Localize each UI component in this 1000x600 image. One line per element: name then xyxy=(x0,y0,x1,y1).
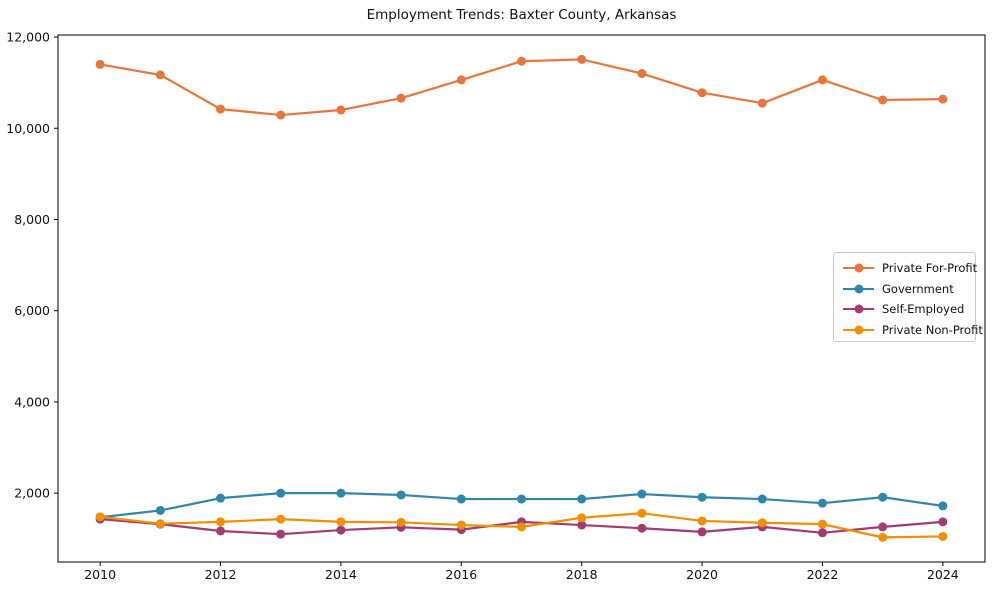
data-point-marker xyxy=(697,88,707,98)
data-point-marker xyxy=(697,492,707,502)
data-point-marker xyxy=(456,494,466,504)
data-point-marker xyxy=(155,519,165,529)
data-point-marker xyxy=(757,494,767,504)
data-point-marker xyxy=(95,512,105,522)
data-point-marker xyxy=(697,527,707,537)
data-point-marker xyxy=(878,532,888,542)
data-point-marker xyxy=(336,488,346,498)
legend: Private For-Profit Government Self-Employe… xyxy=(833,252,983,342)
data-point-marker xyxy=(456,520,466,530)
data-point-marker xyxy=(456,75,466,85)
legend-item: Self-Employed xyxy=(843,299,975,320)
y-tick-label: 12,000 xyxy=(6,30,50,45)
data-point-marker xyxy=(577,54,587,64)
data-point-marker xyxy=(938,501,948,511)
data-point-marker xyxy=(817,498,827,508)
x-tick-label: 2022 xyxy=(807,567,839,582)
data-point-marker xyxy=(577,520,587,530)
data-point-marker xyxy=(817,519,827,529)
data-point-marker xyxy=(517,56,526,66)
data-point-marker xyxy=(938,94,948,104)
data-point-marker xyxy=(637,523,647,533)
data-point-marker xyxy=(577,513,587,523)
chart-title: Employment Trends: Baxter County, Arkans… xyxy=(366,7,677,23)
legend-item-label: Government xyxy=(882,281,954,296)
y-tick-label: 4,000 xyxy=(14,394,50,409)
x-tick-label: 2012 xyxy=(205,567,237,582)
series-line-private-for-profit xyxy=(99,58,944,117)
data-point-marker xyxy=(517,522,526,532)
legend-item: Private For-Profit xyxy=(843,258,978,279)
data-point-marker xyxy=(817,528,827,538)
x-tick-label: 2014 xyxy=(325,567,357,582)
y-tick-label: 8,000 xyxy=(14,212,50,227)
x-tick-label: 2016 xyxy=(445,567,477,582)
y-tick-label: 6,000 xyxy=(14,303,50,318)
data-point-marker xyxy=(637,489,647,499)
data-point-marker xyxy=(336,105,346,115)
data-point-marker xyxy=(878,522,888,532)
x-tick-label: 2018 xyxy=(566,567,598,582)
data-point-marker xyxy=(216,493,226,503)
legend-line-marker-icon xyxy=(843,304,874,315)
data-point-marker xyxy=(757,518,767,528)
y-tick-label: 10,000 xyxy=(6,121,50,136)
legend-line-marker-icon xyxy=(843,283,874,294)
legend-line-marker-icon xyxy=(843,324,874,335)
legend-item-label: Self-Employed xyxy=(882,302,965,317)
legend-item-label: Private For-Profit xyxy=(882,261,978,276)
legend-item: Government xyxy=(843,279,975,300)
data-point-marker xyxy=(336,517,346,527)
data-point-marker xyxy=(396,490,406,500)
legend-line-marker-icon xyxy=(843,263,874,274)
data-point-marker xyxy=(216,517,226,527)
data-point-marker xyxy=(276,488,286,498)
data-point-marker xyxy=(396,517,406,527)
data-point-marker xyxy=(697,516,707,526)
data-point-marker xyxy=(938,517,948,527)
data-point-marker xyxy=(155,505,165,515)
data-point-marker xyxy=(878,95,888,105)
data-point-marker xyxy=(757,98,767,108)
data-point-marker xyxy=(577,494,587,504)
data-point-marker xyxy=(95,59,105,69)
data-point-marker xyxy=(336,525,346,535)
legend-item-label: Private Non-Profit xyxy=(882,322,983,337)
data-point-marker xyxy=(396,93,406,103)
x-tick-label: 2024 xyxy=(927,567,959,582)
data-point-marker xyxy=(216,104,226,114)
legend-item: Private Non-Profit xyxy=(843,320,983,341)
data-point-marker xyxy=(276,529,286,539)
x-tick-label: 2010 xyxy=(84,567,116,582)
y-tick-label: 2,000 xyxy=(14,486,50,501)
data-point-marker xyxy=(817,75,827,85)
data-point-marker xyxy=(637,69,647,79)
x-tick-label: 2020 xyxy=(686,567,718,582)
data-point-marker xyxy=(216,526,226,536)
data-point-marker xyxy=(878,492,888,502)
plot-border xyxy=(57,34,986,563)
data-point-marker xyxy=(276,514,286,524)
data-point-marker xyxy=(276,110,286,120)
data-point-marker xyxy=(517,494,526,504)
data-point-marker xyxy=(637,508,647,518)
data-point-marker xyxy=(155,70,165,80)
data-point-marker xyxy=(938,531,948,541)
